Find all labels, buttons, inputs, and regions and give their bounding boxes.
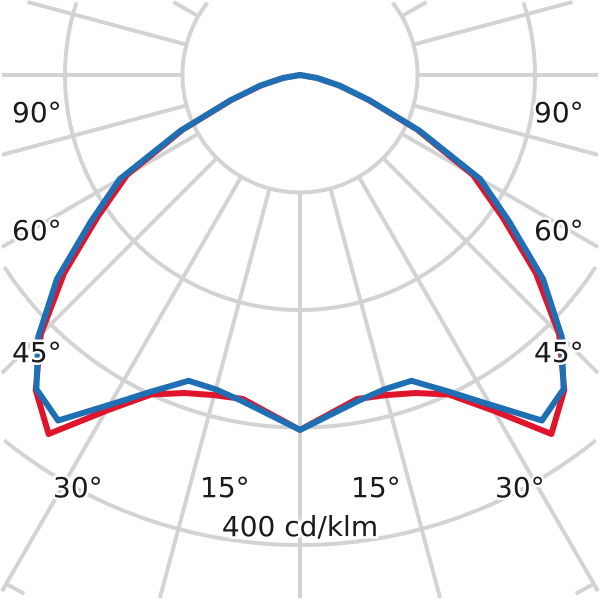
grid-spoke-300 [0,132,200,249]
angle-labels: 90° 60° 45° 30° 15° 15° 30° 45° 60° 90° … [10,94,587,546]
grid-spoke-120 [400,0,428,18]
grid-spoke-105 [412,0,573,47]
grid-spoke-330 [0,175,243,593]
grid-ring-200 [63,1,300,312]
grid-spoke-75 [412,103,599,157]
grid-spoke-285 [1,103,188,157]
angle-label-left-30: 30° [53,471,103,504]
angle-label-right-15: 15° [351,471,401,504]
angle-label-right-45: 45° [534,336,584,369]
angle-label-left-60: 60° [12,214,62,247]
angle-label-right-30: 30° [495,471,545,504]
angle-label-left-15: 15° [200,471,250,504]
intensity-curve-2 [33,72,567,433]
grid-ring-500 [5,582,26,596]
intensity-curves [32,72,568,437]
angle-label-left-90: 90° [12,96,62,129]
angle-label-right-90: 90° [534,96,584,129]
grid-spoke-60 [400,132,600,249]
angle-label-right-60: 60° [534,214,584,247]
grid-spoke-240 [172,0,200,18]
grid-ring-200 [300,1,537,312]
angle-label-left-45: 45° [12,336,62,369]
grid-ring-400 [299,438,598,547]
grid-ring-400 [2,438,301,547]
scale-unit-label: 400 cd/klm [222,510,378,543]
grid-ring-100 [300,1,420,195]
grid-ring-100 [180,1,300,195]
grid-ring-300 [2,265,301,430]
grid-ring-300 [299,265,598,430]
grid-spoke-255 [27,0,188,47]
grid-spoke-30 [357,175,600,593]
grid-ring-500 [574,582,595,596]
